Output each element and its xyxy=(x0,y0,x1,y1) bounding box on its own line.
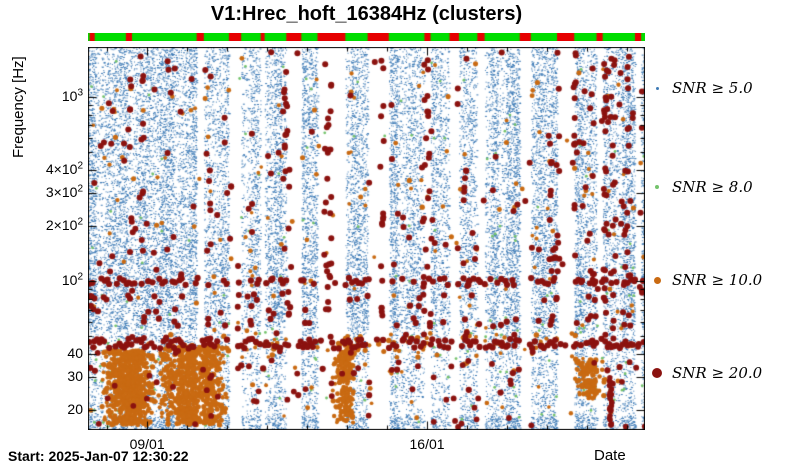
x-tick-label: 09/01 xyxy=(129,436,165,452)
x-tick-label: 16/01 xyxy=(409,436,445,452)
legend-label: SNR ≥ 10.0 xyxy=(672,271,763,289)
y-tick-label: 3×102 xyxy=(45,183,83,201)
y-tick-label: 40 xyxy=(67,345,83,362)
legend-marker-icon xyxy=(655,86,659,90)
legend-marker-icon xyxy=(652,368,662,378)
y-tick-label: 4×102 xyxy=(45,160,83,178)
y-tick-label: 30 xyxy=(67,368,83,385)
y-tick-label: 103 xyxy=(61,87,83,104)
y-tick-label: 2×102 xyxy=(45,215,83,233)
y-axis-label: Frequency [Hz] xyxy=(10,56,27,158)
legend-marker-icon xyxy=(653,276,661,284)
legend-marker-icon xyxy=(655,185,659,189)
legend-item: SNR ≥ 20.0 xyxy=(650,362,762,384)
legend-label: SNR ≥ 5.0 xyxy=(672,79,753,97)
x-axis-label-date: Date xyxy=(594,447,626,464)
legend-item: SNR ≥ 5.0 xyxy=(650,77,753,99)
start-timestamp: Start: 2025-Jan-07 12:30:22 xyxy=(8,448,189,464)
legend-label: SNR ≥ 8.0 xyxy=(672,178,753,196)
legend-item: SNR ≥ 8.0 xyxy=(650,176,753,198)
chart-title: V1:Hrec_hoft_16384Hz (clusters) xyxy=(210,3,523,25)
legend-label: SNR ≥ 20.0 xyxy=(672,364,763,382)
scatter-plot-canvas xyxy=(88,47,645,430)
y-tick-label: 102 xyxy=(61,271,83,288)
y-tick-label: 20 xyxy=(67,400,83,417)
status-timeline xyxy=(88,33,645,41)
legend-item: SNR ≥ 10.0 xyxy=(650,269,762,291)
